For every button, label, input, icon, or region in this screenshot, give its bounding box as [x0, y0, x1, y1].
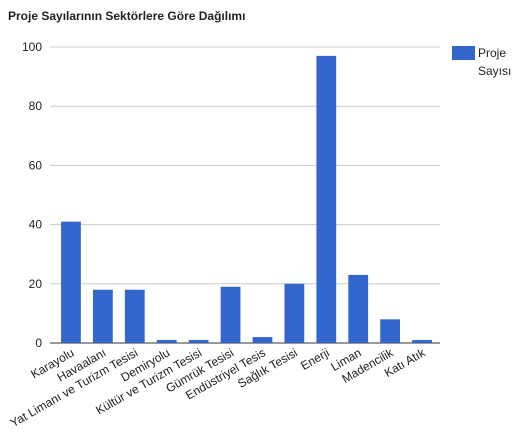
y-tick-label: 0 [35, 336, 42, 350]
y-tick-label: 20 [29, 277, 43, 291]
legend-swatch [452, 46, 475, 60]
legend-label: Proje Sayısı [478, 46, 512, 78]
y-tick-label: 60 [29, 158, 43, 172]
bar [220, 286, 241, 343]
bar [124, 289, 145, 343]
bar [316, 55, 337, 343]
chart-title: Proje Sayılarının Sektörlere Göre Dağılı… [8, 9, 245, 23]
bar [252, 337, 273, 343]
x-tick-label: Enerji [298, 345, 332, 372]
bar [61, 221, 81, 343]
bar [348, 274, 369, 343]
bar [412, 340, 432, 343]
bar [380, 319, 401, 343]
bar [156, 340, 177, 343]
y-tick-label: 80 [29, 99, 43, 113]
bar [92, 289, 113, 343]
bar [188, 340, 209, 343]
bar [284, 283, 305, 343]
y-tick-label: 100 [22, 40, 42, 54]
y-tick-label: 40 [29, 218, 43, 232]
